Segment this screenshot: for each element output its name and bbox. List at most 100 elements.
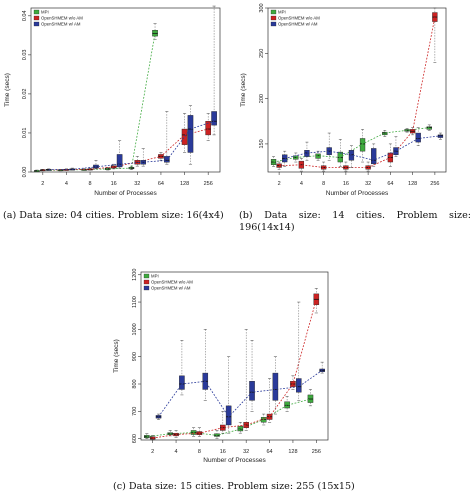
x-tick-label: 32 (243, 449, 249, 455)
x-tick-label: 2 (278, 181, 281, 187)
y-tick-label: 150 (259, 139, 265, 148)
x-tick-label: 64 (158, 181, 164, 187)
legend-label: OpenSHMEM w/o AM (151, 280, 193, 285)
legend-label: MPI (151, 274, 159, 279)
median-trend-line (279, 17, 436, 168)
median-trend-line (152, 299, 317, 439)
series-2 (45, 5, 217, 171)
y-tick-label: 1100 (132, 296, 138, 308)
series-1 (149, 288, 320, 441)
y-tick-label: 0.04 (22, 10, 28, 21)
y-tick-label: 0.03 (22, 49, 28, 60)
y-axis-label: Time (secs) (4, 73, 11, 107)
x-tick-label: 2 (41, 181, 44, 187)
y-axis-label: Time (secs) (113, 339, 120, 373)
median-trend-line (158, 369, 323, 418)
y-tick-label: 1000 (132, 323, 138, 335)
plot-frame (30, 7, 221, 173)
y-axis-label: Time (secs) (240, 73, 247, 107)
box (426, 126, 432, 130)
legend-label: OpenSHMEM w/o AM (41, 16, 83, 21)
x-tick-label: 128 (180, 181, 189, 187)
legend-label: OpenSHMEM w/o AM (278, 16, 320, 21)
series-0 (34, 23, 158, 172)
x-tick-label: 8 (198, 449, 201, 455)
legend-swatch (33, 15, 40, 21)
x-axis-label: Number of Processes (326, 190, 389, 197)
box (179, 375, 185, 390)
x-tick-label: 16 (343, 181, 349, 187)
median-trend-line (48, 120, 215, 171)
x-tick-label: 4 (175, 449, 178, 455)
box (415, 132, 421, 143)
x-tick-label: 8 (89, 181, 92, 187)
y-tick-label: 200 (259, 94, 265, 103)
box (181, 128, 188, 145)
series-2 (282, 127, 444, 168)
y-tick-label: 700 (132, 407, 138, 416)
box (437, 134, 444, 138)
x-tick-label: 32 (365, 181, 371, 187)
box (164, 156, 170, 163)
legend-swatch (270, 21, 277, 27)
x-tick-label: 4 (65, 181, 68, 187)
box (237, 426, 244, 432)
box (211, 111, 217, 126)
legend-label: OpenSHMEM w/ AM (41, 22, 81, 27)
x-tick-label: 64 (387, 181, 393, 187)
box (382, 131, 388, 136)
legend-swatch (33, 21, 40, 27)
x-tick-label: 32 (134, 181, 140, 187)
legend-label: MPI (278, 10, 286, 15)
box (225, 405, 232, 426)
x-tick-label: 128 (288, 449, 297, 455)
series-2 (155, 301, 325, 434)
legend-label: MPI (41, 10, 49, 15)
box (205, 121, 211, 136)
caption-b: (b) Data size: 14 cities. Problem size: … (239, 210, 471, 233)
panel-a-chart: 0.00 0.01 0.02 0.03 0.04 2 4 8 16 32 64 128 256 Numbe… (4, 5, 221, 197)
series-1 (276, 7, 438, 172)
y-tick-label: 300 (259, 3, 265, 12)
caption-c: (c) Data size: 15 cities. Problem size: … (113, 481, 355, 492)
caption-a: (a) Data size: 04 cities. Problem size: … (3, 210, 224, 221)
x-axis-label: Number of Processes (94, 190, 157, 197)
y-tick-label: 0.00 (22, 167, 28, 178)
x-tick-label: 16 (220, 449, 226, 455)
x-tick-label: 128 (408, 181, 417, 187)
series-1 (40, 113, 211, 172)
plot-frame (140, 271, 329, 441)
box (371, 148, 377, 165)
y-tick-label: 0.01 (22, 128, 28, 139)
x-tick-label: 256 (204, 181, 213, 187)
y-tick-label: 800 (132, 379, 138, 388)
x-tick-label: 64 (267, 449, 273, 455)
median-trend-line (284, 135, 441, 161)
box (296, 378, 302, 393)
y-tick-label: 250 (259, 49, 265, 58)
legend-swatch (143, 273, 150, 279)
x-tick-label: 8 (322, 181, 325, 187)
x-tick-label: 16 (111, 181, 117, 187)
x-tick-label: 256 (430, 181, 439, 187)
legend-swatch (33, 9, 40, 15)
legend-swatch (143, 279, 150, 285)
box (249, 381, 255, 401)
panel-c-chart: 600 700 800 900 1000 1100 1200 2 4 8 16 32 64 128 256 N… (113, 269, 329, 464)
box (272, 372, 279, 401)
box (116, 154, 123, 168)
panel-b-chart: 150 200 250 300 2 4 8 16 32 64 128 256 Number of Pro… (240, 3, 447, 197)
box (187, 115, 194, 153)
series-0 (144, 389, 314, 439)
legend-label: OpenSHMEM w/ AM (151, 286, 191, 291)
x-tick-label: 2 (151, 449, 154, 455)
legend-swatch (270, 15, 277, 21)
x-tick-label: 4 (300, 181, 303, 187)
median-trend-line (36, 33, 156, 172)
y-tick-label: 900 (132, 352, 138, 361)
legend-label: OpenSHMEM w/ AM (278, 22, 318, 27)
y-tick-label: 1200 (132, 269, 138, 281)
